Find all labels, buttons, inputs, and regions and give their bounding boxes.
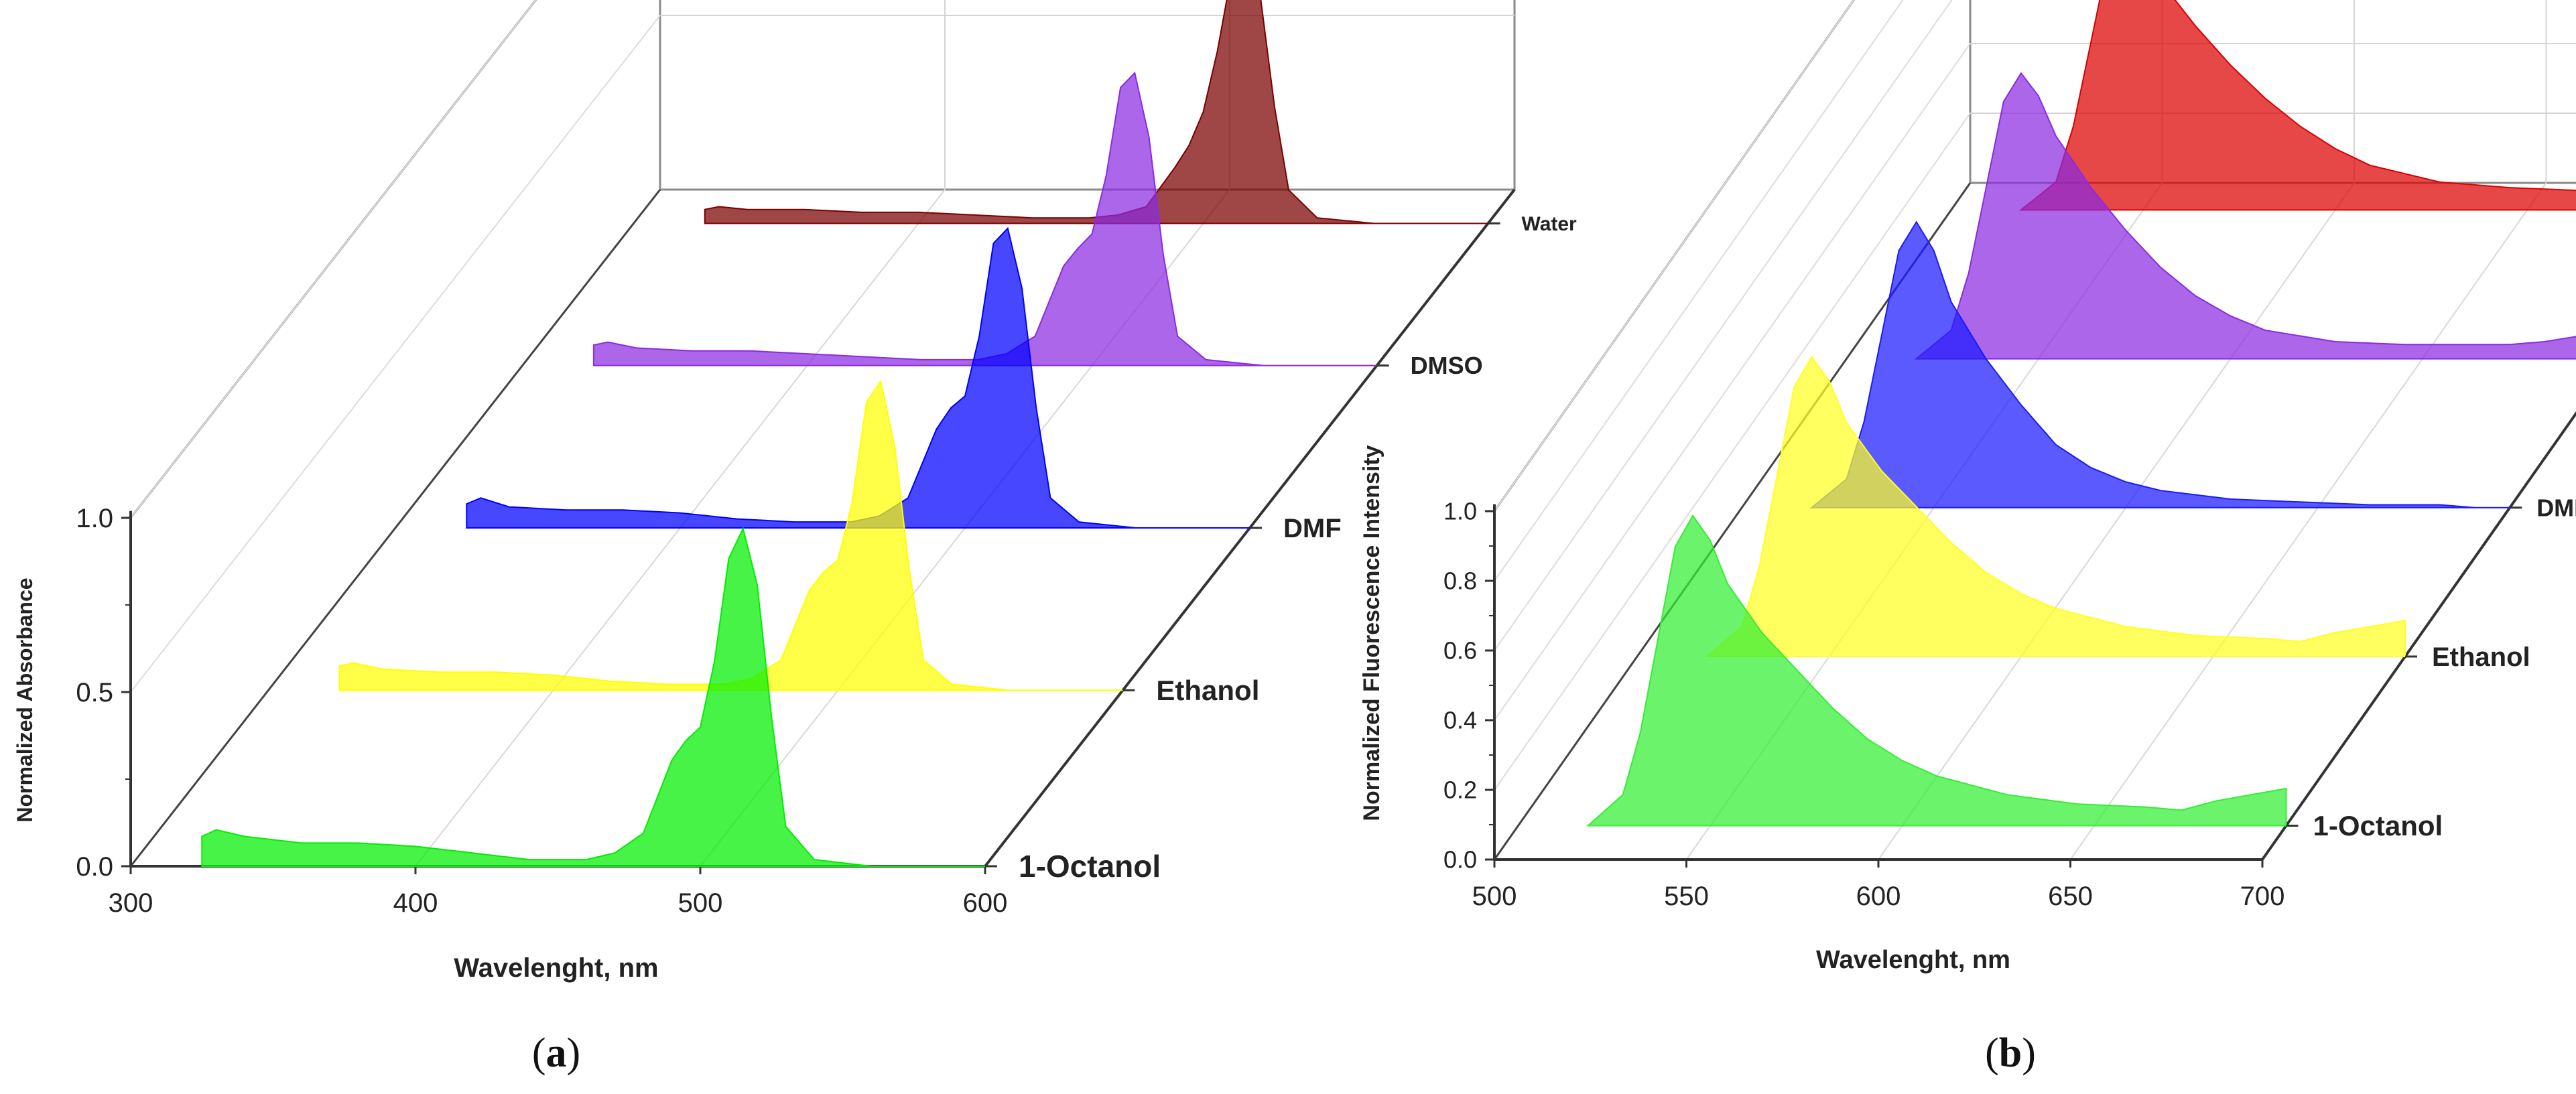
x-axis-title: Wavelenght, nm [1816,946,2010,974]
x-axis-title: Wavelenght, nm [454,953,658,983]
series-area-dmso [1914,72,2576,360]
x-tick-label: 550 [1664,882,1709,911]
back-wall [659,0,1516,191]
x-tick-labels: 300 400 500 600 [109,866,1008,918]
left-wall-grid-line [1494,0,1904,582]
x-tick-label: 600 [1856,882,1901,911]
panel-a-absorbance-chart: 0.0 0.5 1.0 300 400 500 600 1-Octanol Ethanol DMF… [13,0,1577,1076]
series-area-dmf [466,226,1250,529]
series-label: Ethanol [1156,675,1259,706]
x-tick-label: 500 [678,888,723,918]
left-wall-grid-line [1494,43,1971,721]
x-tick-label: 600 [963,888,1008,918]
back-wall [1969,0,2576,184]
panel-b-fluorescence-chart: 0.0 0.2 0.4 0.6 0.8 1.0 500 550 600 650 700 1-Octan… [1359,0,2576,1076]
series-area-dmf [1809,220,2510,508]
y-tick-label: 0.2 [1443,776,1477,804]
y-tick-label: 0.8 [1443,567,1477,595]
x-tick-label: 500 [1472,882,1517,911]
y-tick-label: 0.0 [1443,846,1477,874]
y-tick-label: 0.0 [76,852,113,882]
series-area-ethanol [338,379,1123,691]
series-axis [2261,411,2576,861]
left-wall-grid-line [1494,0,1855,512]
series-label: Water [1522,213,1577,235]
series-area-water [2018,0,2576,211]
y-tick-label: 0.6 [1443,637,1477,665]
left-wall-grid-line [130,15,661,693]
y-tick-label: 0.4 [1443,707,1477,734]
floor-grid-line [1878,182,2355,860]
y-axis-title: Normalized Fluorescence Intensity [1359,445,1384,821]
series-area-ethanol [1705,355,2406,657]
series-label: 1-Octanol [2313,810,2443,841]
series-label: Ethanol [2432,642,2530,672]
left-wall-grid-line [1494,113,1971,791]
x-tick-label: 700 [2240,882,2285,911]
left-wall-top-edge [129,0,537,519]
left-wall-grid-line [1494,0,1953,651]
panel-label: (b) [1985,1030,2036,1076]
axes-frame [129,0,1516,868]
series-label: DMSO [1411,352,1483,379]
series-label: DMF [2536,494,2576,521]
x-tick-label: 650 [2048,882,2093,911]
series-group [201,0,1488,867]
y-tick-label: 1.0 [1443,498,1477,525]
y-axis-title: Normalized Absorbance [13,577,37,822]
series-area-1-octanol [201,527,985,867]
series-label: DMF [1283,514,1342,543]
x-tick-labels: 500 550 600 650 700 [1472,860,2285,911]
y-tick-labels: 0.0 0.5 1.0 [76,504,131,882]
x-tick-label: 300 [109,888,153,918]
series-area-dmso [592,71,1377,366]
series-area-1-octanol [1586,514,2287,827]
series-labels: 1-Octanol Ethanol DMF DMSO Water [985,213,1577,884]
series-group [1586,0,2576,827]
floor-grid-line [2069,182,2547,860]
series-area-water [704,0,1488,224]
y-tick-label: 0.5 [76,678,113,707]
y-tick-labels: 0.0 0.2 0.4 0.6 0.8 1.0 [1443,498,1494,874]
depth-axis-left [129,189,661,867]
y-tick-label: 1.0 [76,504,113,533]
x-tick-label: 400 [393,888,438,918]
series-label: 1-Octanol [1019,849,1161,884]
panel-label: (a) [532,1030,580,1076]
left-wall-grid-line [130,0,537,519]
